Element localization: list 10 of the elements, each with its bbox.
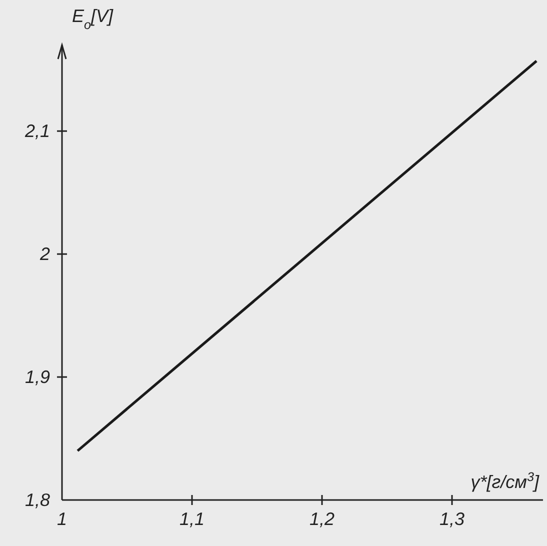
x-tick-label: 1 <box>56 509 68 529</box>
x-axis-title: γ*[г/см$^{3}$] <box>470 470 540 492</box>
y-tick-label: 1,9 <box>24 367 50 388</box>
x-tick-label: 1,2 <box>309 509 335 529</box>
y-tick-label: 2 <box>38 244 50 264</box>
y-tick-label: 1,8 <box>24 490 50 510</box>
y-axis-title: E$_{o}$[V] <box>72 6 114 32</box>
x-tick-label: 1,3 <box>439 509 465 529</box>
y-tick-label: 2,1 <box>24 121 50 142</box>
x-tick-label: 1,1 <box>179 509 205 529</box>
